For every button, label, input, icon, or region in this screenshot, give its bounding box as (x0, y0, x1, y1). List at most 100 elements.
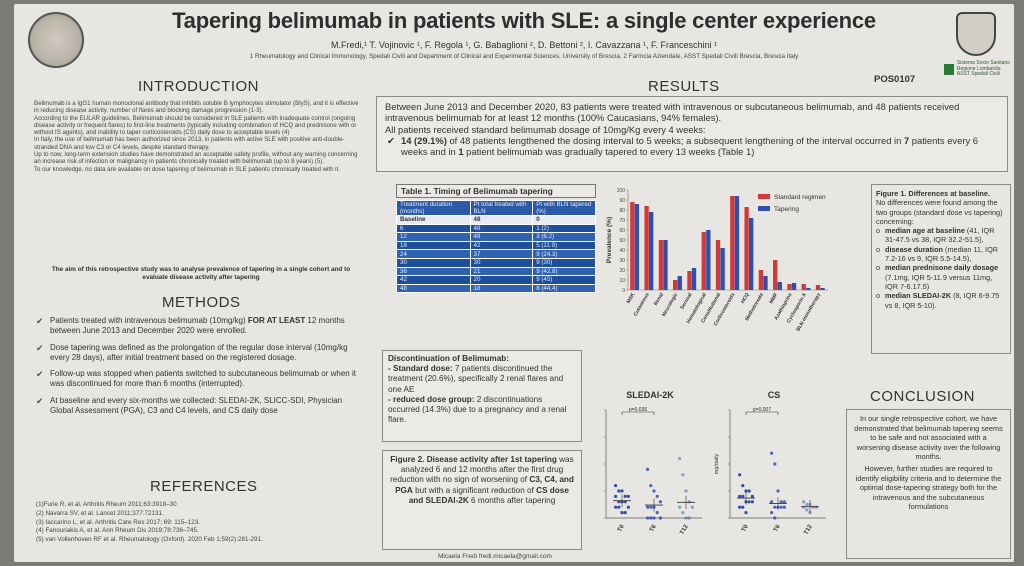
legend-swatch (758, 194, 770, 199)
data-point (805, 508, 809, 512)
figure1-title: Figure 1. Differences at baseline. (876, 189, 990, 198)
bar-tapering (777, 282, 782, 290)
checkmark-icon: ✔ (36, 316, 44, 326)
y-tick-label: 40 (619, 248, 625, 254)
x-tick-label: MSK (626, 292, 637, 305)
figure1-item: o median age at baseline (41, IQR 31-47.5… (876, 226, 995, 245)
university-seal-logo (28, 12, 84, 68)
bar-tapering (749, 218, 754, 290)
data-point (773, 516, 777, 520)
discontinuation-box: Discontinuation of Belimumab: - Standard… (382, 350, 582, 442)
data-point (805, 502, 809, 507)
intro-paragraph: In Italy, the use of belimumab has been … (34, 136, 345, 151)
conclusion-box: In our single retrospective cohort, we h… (846, 409, 1011, 559)
methods-item: ✔ Dose tapering was defined as the prolon… (36, 342, 348, 362)
bullet-icon: o (876, 226, 881, 236)
methods-heading: METHODS (162, 294, 241, 311)
bar-tapering (691, 268, 697, 290)
data-point (770, 451, 774, 455)
methods-list: ✔ Patients treated with intravenous belim… (36, 316, 364, 422)
region-logo-caption: Sistema Socio Sanitario Regione Lombardi… (956, 60, 1010, 78)
data-point (770, 500, 774, 504)
data-point (623, 511, 627, 515)
table-row: 6 48 1 (2) (396, 223, 596, 234)
y-tick-label: 80 (619, 208, 625, 214)
data-point (773, 505, 777, 509)
study-aim: The aim of this retrospective study was … (51, 266, 351, 281)
data-point (738, 473, 742, 477)
data-point (770, 511, 774, 515)
bar-standard (630, 202, 635, 290)
reference-item: (4) Fanouriakis A, et al. Ann Rheum Dis … (36, 527, 199, 535)
intro-paragraph: According to the EULAR guidelines, Belim… (34, 114, 357, 137)
x-tick-label: T12 (679, 523, 690, 536)
data-point (620, 489, 624, 493)
reference-item: (5) van Vollenhoven RF et al. Rheumatolo… (36, 536, 263, 544)
results-para-1: Between June 2013 and December 2020, 83 … (385, 101, 960, 124)
data-point (684, 489, 688, 493)
bar-tapering (720, 248, 725, 290)
checkmark-icon: ✔ (36, 369, 44, 380)
legend-label: Tapering (774, 206, 799, 213)
bar-standard (773, 260, 778, 290)
table-row: 42 20 9 (45) (396, 275, 596, 285)
y-tick-label: 50 (619, 238, 625, 244)
bar-tapering (763, 276, 768, 290)
bar-standard (658, 240, 664, 290)
methods-item: ✔ Follow-up was stopped when patients swi… (36, 369, 356, 389)
figure2-caption-box: Figure 2. Disease activity after 1st tap… (382, 450, 582, 550)
data-point (779, 505, 783, 509)
bullet-icon: o (876, 244, 881, 254)
methods-item: ✔ Patients treated with intravenous belim… (36, 316, 345, 336)
tapering-timing-table: Treatment duration (months) Pt total tre… (396, 200, 596, 294)
bar-tapering (806, 288, 811, 290)
table-header: Treatment duration (months) (396, 200, 471, 216)
reference-item: (3) Iaccarino L, et al. Arthritis Care R… (36, 518, 201, 526)
bar-tapering (706, 230, 711, 290)
methods-item: ✔ At baseline and every six-months we col… (36, 395, 343, 416)
data-point (646, 516, 650, 520)
bar-standard (673, 280, 678, 290)
x-tick-label: T0 (741, 523, 750, 533)
significance-bracket (621, 411, 655, 415)
data-point (614, 494, 618, 498)
bar-tapering (677, 276, 682, 290)
data-point (655, 494, 659, 498)
data-point (652, 516, 656, 520)
plot-title: CS (768, 390, 781, 400)
data-point (658, 500, 662, 504)
figure1-item: o median SLEDAI-2K (8, IQR 6-9.75 vs 8, I… (876, 291, 1000, 310)
data-point (779, 500, 783, 504)
table-header: Pt total treated with BLN (469, 200, 534, 216)
p-value-annotation: p=0.036 (629, 407, 647, 413)
figure1-item: o median prednisone daily dosage (7.1mg, … (876, 263, 999, 291)
y-tick-label: 100 (617, 188, 626, 194)
data-point (741, 494, 745, 498)
data-point (687, 500, 691, 504)
legend-label: Standard regimen (774, 194, 826, 201)
discontinuation-standard: - Standard dose: 7 patients discontinued… (388, 364, 564, 394)
bar-standard (730, 196, 735, 290)
y-tick-label: 90 (619, 198, 625, 204)
bar-tapering (791, 283, 797, 290)
data-point (776, 489, 780, 493)
data-point (814, 505, 818, 509)
hospital-crest-logo (956, 12, 996, 56)
reference-item: (2) Navarra SV, et al. Lancet 2011;377:7… (36, 509, 164, 517)
data-point (623, 494, 627, 498)
x-tick-label: Serosal (679, 291, 694, 310)
figure1-intro: No differences were found among the two … (876, 198, 1003, 226)
data-point (687, 516, 691, 520)
y-tick-label: 0 (622, 288, 625, 294)
cs-scatter-plot: CS mg/daily p=0.007 T0 T6 T12 (714, 390, 826, 536)
figure1-caption-box: Figure 1. Differences at baseline. No di… (871, 184, 1011, 354)
checkmark-icon: ✔ (36, 395, 44, 406)
data-point (617, 489, 621, 493)
bar-standard (815, 285, 821, 290)
affiliations: 1 Rheumatology and Clinical Immunology, … (249, 53, 799, 60)
title: Tapering belimumab in patients with SLE:… (172, 8, 876, 33)
results-bullet: ✔ 14 (29.1%) of 48 patients lengthened th… (387, 134, 978, 158)
results-heading: RESULTS (648, 78, 720, 95)
x-tick-label: T0 (617, 523, 626, 533)
